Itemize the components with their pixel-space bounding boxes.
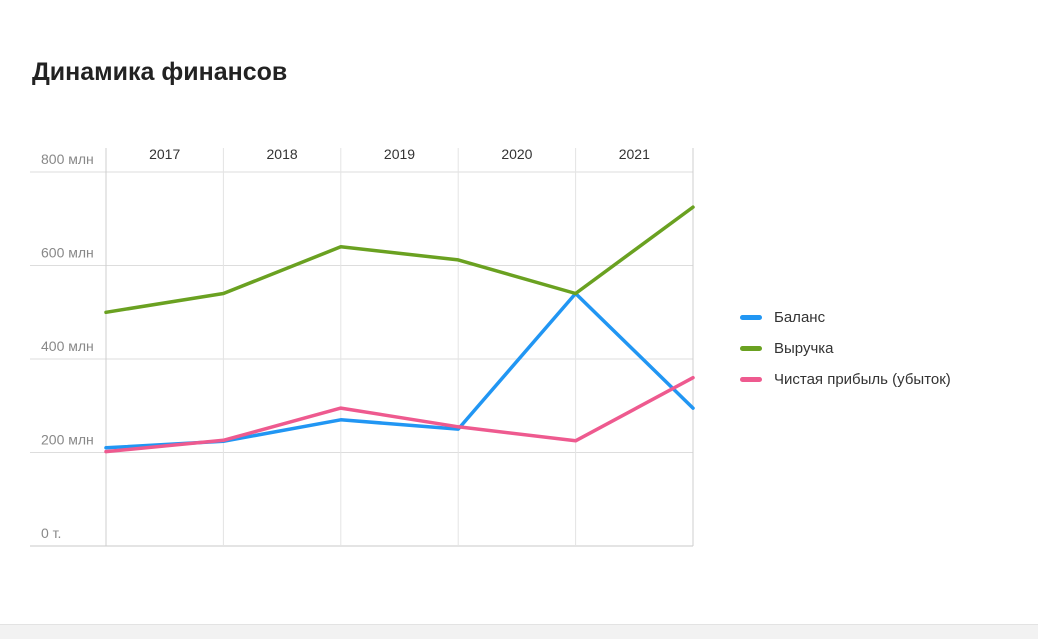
series-line-profit [104, 375, 695, 454]
y-tick-label: 0 т. [41, 525, 61, 541]
series-lines [104, 205, 695, 454]
legend-swatch [740, 377, 762, 382]
page-title: Динамика финансов [32, 58, 288, 86]
y-tick-label: 200 млн [41, 432, 94, 448]
legend-swatch [740, 346, 762, 351]
legend-item-balance: Баланс [740, 302, 951, 333]
chart-legend: Баланс Выручка Чистая прибыль (убыток) [740, 302, 951, 395]
x-tick-label: 2021 [619, 146, 650, 162]
legend-item-revenue: Выручка [740, 333, 951, 364]
y-tick-label: 800 млн [41, 151, 94, 167]
x-tick-label: 2018 [267, 146, 298, 162]
legend-label: Баланс [774, 309, 826, 326]
y-tick-labels: 0 т. 200 млн 400 млн 600 млн 800 млн [41, 151, 94, 541]
y-tick-label: 400 млн [41, 338, 94, 354]
y-tick-label: 600 млн [41, 245, 94, 261]
year-labels: 2017 2018 2019 2020 2021 [149, 146, 650, 162]
series-line-revenue [104, 205, 695, 315]
legend-swatch [740, 315, 762, 320]
footer-bar [0, 624, 1038, 639]
legend-item-profit: Чистая прибыль (убыток) [740, 364, 951, 395]
x-tick-label: 2017 [149, 146, 180, 162]
grid-lines [30, 148, 694, 547]
legend-label: Чистая прибыль (убыток) [774, 371, 951, 388]
x-tick-label: 2020 [501, 146, 532, 162]
x-tick-label: 2019 [384, 146, 415, 162]
legend-label: Выручка [774, 340, 834, 357]
